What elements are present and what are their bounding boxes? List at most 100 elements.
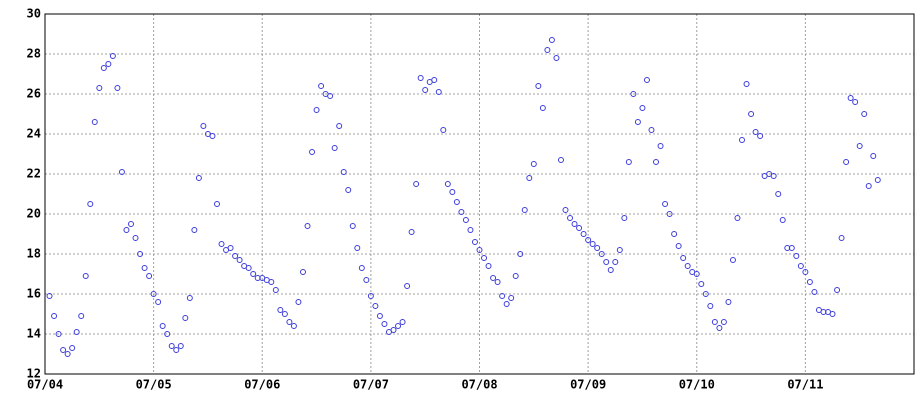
y-tick-label: 24 xyxy=(27,127,41,141)
x-tick-label: 07/08 xyxy=(461,378,497,392)
point xyxy=(512,273,519,279)
point xyxy=(585,237,592,243)
point xyxy=(861,111,868,117)
point xyxy=(621,215,628,221)
point xyxy=(109,53,116,59)
point xyxy=(562,207,569,213)
point xyxy=(250,271,257,277)
point xyxy=(847,95,854,101)
point xyxy=(607,267,614,273)
point xyxy=(349,223,356,229)
point xyxy=(132,235,139,241)
point xyxy=(462,217,469,223)
point xyxy=(797,263,804,269)
point xyxy=(752,129,759,135)
point xyxy=(281,311,288,317)
point xyxy=(173,347,180,353)
point xyxy=(748,111,755,117)
point xyxy=(395,323,402,329)
point xyxy=(127,221,134,227)
point xyxy=(589,241,596,247)
point xyxy=(494,279,501,285)
point xyxy=(422,87,429,93)
y-tick-label: 28 xyxy=(27,47,41,61)
point xyxy=(177,343,184,349)
point xyxy=(227,245,234,251)
point xyxy=(245,265,252,271)
point xyxy=(666,211,673,217)
point xyxy=(137,251,144,257)
x-tick-label: 07/05 xyxy=(136,378,172,392)
point xyxy=(630,91,637,97)
point xyxy=(539,105,546,111)
point xyxy=(114,85,121,91)
point xyxy=(729,257,736,263)
point xyxy=(186,295,193,301)
point xyxy=(191,227,198,233)
point xyxy=(141,265,148,271)
point xyxy=(634,119,641,125)
point xyxy=(648,127,655,133)
point xyxy=(118,169,125,175)
point xyxy=(734,215,741,221)
point xyxy=(299,269,306,275)
point xyxy=(508,295,515,301)
point xyxy=(490,275,497,281)
point xyxy=(693,271,700,277)
point xyxy=(200,123,207,129)
point xyxy=(870,153,877,159)
point xyxy=(806,279,813,285)
point xyxy=(277,307,284,313)
point xyxy=(725,299,732,305)
point xyxy=(64,351,71,357)
point xyxy=(471,239,478,245)
point xyxy=(499,293,506,299)
point xyxy=(671,231,678,237)
point xyxy=(775,191,782,197)
point xyxy=(874,177,881,183)
point xyxy=(213,201,220,207)
point xyxy=(431,77,438,83)
point xyxy=(354,245,361,251)
point xyxy=(802,269,809,275)
point xyxy=(159,323,166,329)
point xyxy=(852,99,859,105)
point xyxy=(100,65,107,71)
point xyxy=(413,181,420,187)
point xyxy=(684,263,691,269)
point xyxy=(711,319,718,325)
point xyxy=(580,231,587,237)
point xyxy=(295,299,302,305)
point xyxy=(675,243,682,249)
point xyxy=(811,289,818,295)
point xyxy=(698,281,705,287)
point xyxy=(517,251,524,257)
x-tick-label: 07/09 xyxy=(570,378,606,392)
point xyxy=(476,247,483,253)
point xyxy=(286,319,293,325)
point xyxy=(195,175,202,181)
point xyxy=(702,291,709,297)
point xyxy=(571,221,578,227)
x-tick-label: 07/07 xyxy=(353,378,389,392)
plot-frame xyxy=(44,13,915,375)
point xyxy=(345,187,352,193)
point xyxy=(544,47,551,53)
y-tick-label: 14 xyxy=(27,327,41,341)
point xyxy=(503,301,510,307)
point xyxy=(770,173,777,179)
point xyxy=(743,81,750,87)
point xyxy=(553,55,560,61)
point xyxy=(268,279,275,285)
point xyxy=(526,175,533,181)
point xyxy=(51,313,58,319)
point xyxy=(467,227,474,233)
point xyxy=(376,313,383,319)
x-tick-label: 07/11 xyxy=(787,378,823,392)
point xyxy=(716,325,723,331)
point xyxy=(481,255,488,261)
point xyxy=(576,225,583,231)
point xyxy=(87,201,94,207)
point xyxy=(218,241,225,247)
